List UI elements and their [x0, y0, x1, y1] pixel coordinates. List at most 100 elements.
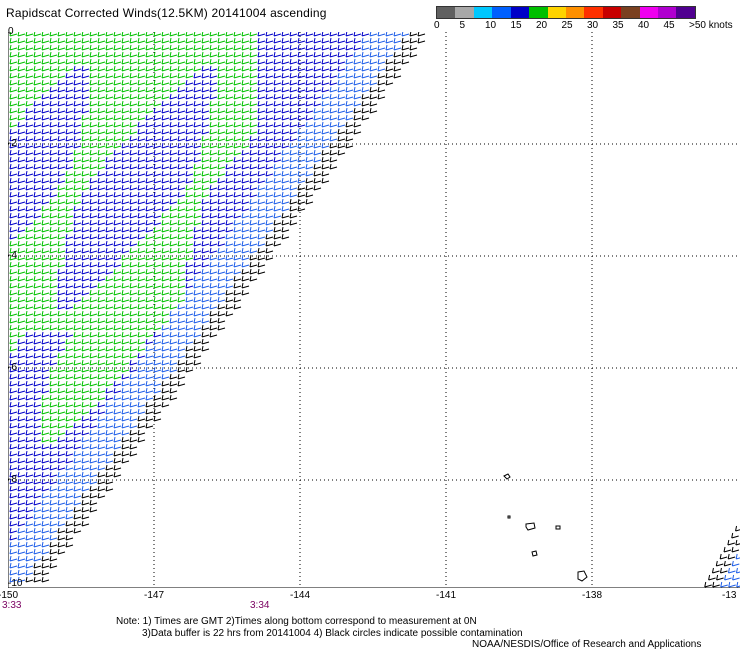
- wind-barb: [137, 429, 146, 436]
- wind-barb: [249, 142, 258, 149]
- wind-barb: [73, 359, 82, 366]
- wind-barb: [17, 240, 26, 247]
- wind-barb: [193, 72, 202, 79]
- wind-barb: [225, 156, 234, 163]
- wind-barb: [169, 268, 178, 275]
- wind-barb: [305, 170, 314, 177]
- wind-barb: [41, 555, 50, 562]
- wind-barb: [65, 226, 74, 233]
- wind-barb: [241, 254, 250, 261]
- wind-barb: [337, 79, 346, 86]
- wind-barb: [321, 65, 330, 72]
- wind-barb: [161, 72, 170, 79]
- wind-barb: [9, 338, 18, 345]
- wind-barb: [9, 142, 18, 149]
- wind-barb: [193, 128, 202, 135]
- wind-barb: [65, 72, 74, 79]
- wind-barb: [201, 65, 210, 72]
- wind-barb: [289, 107, 298, 114]
- wind-barb: [9, 226, 18, 233]
- wind-barb: [297, 93, 306, 100]
- wind-barb: [105, 233, 114, 240]
- wind-barb: [57, 268, 66, 275]
- wind-barb: [89, 268, 98, 275]
- colorbar-label: 15: [510, 20, 522, 31]
- wind-barb: [353, 58, 362, 65]
- wind-barb: [17, 65, 26, 72]
- wind-barb: [201, 247, 210, 254]
- wind-barb: [257, 128, 266, 135]
- wind-barb: [41, 198, 50, 205]
- wind-barb: [249, 51, 258, 58]
- wind-barb: [233, 177, 242, 184]
- wind-barb: [65, 100, 74, 107]
- wind-barb: [417, 37, 426, 44]
- wind-barb: [113, 37, 122, 44]
- wind-barb: [129, 128, 138, 135]
- wind-barb: [217, 100, 226, 107]
- wind-barb: [57, 37, 66, 44]
- wind-barb: [81, 93, 90, 100]
- wind-barb: [201, 191, 210, 198]
- wind-barb: [169, 51, 178, 58]
- wind-barb: [137, 254, 146, 261]
- wind-barb: [129, 86, 138, 93]
- wind-barb: [9, 492, 18, 499]
- wind-barb: [97, 366, 106, 373]
- wind-barb: [33, 107, 42, 114]
- wind-barb: [385, 58, 394, 65]
- wind-barb: [217, 184, 226, 191]
- wind-barb: [201, 219, 210, 226]
- wind-barb: [113, 331, 122, 338]
- wind-barb: [41, 338, 50, 345]
- wind-barb: [113, 450, 122, 457]
- wind-barb: [137, 247, 146, 254]
- wind-barb: [185, 114, 194, 121]
- wind-barb: [65, 114, 74, 121]
- wind-barb: [17, 324, 26, 331]
- wind-barb: [201, 177, 210, 184]
- wind-barb: [249, 170, 258, 177]
- wind-barb: [33, 156, 42, 163]
- wind-barb: [305, 51, 314, 58]
- wind-barb: [233, 156, 242, 163]
- wind-barb: [73, 450, 82, 457]
- wind-barb: [217, 324, 226, 331]
- wind-barb: [153, 212, 162, 219]
- wind-barb: [105, 457, 114, 464]
- wind-barb: [65, 422, 74, 429]
- wind-barb: [17, 191, 26, 198]
- wind-barb: [17, 373, 26, 380]
- wind-barb: [49, 310, 58, 317]
- wind-barb: [9, 415, 18, 422]
- wind-barb: [129, 177, 138, 184]
- wind-barb: [129, 331, 138, 338]
- wind-barb: [185, 219, 194, 226]
- wind-barb: [25, 541, 34, 548]
- wind-barb: [265, 212, 274, 219]
- wind-barb: [57, 65, 66, 72]
- wind-barb: [281, 156, 290, 163]
- wind-barb: [329, 163, 338, 170]
- colorbar-swatch: [455, 7, 474, 18]
- wind-barb: [49, 450, 58, 457]
- wind-barb: [313, 114, 322, 121]
- wind-barb: [201, 51, 210, 58]
- wind-barb: [17, 513, 26, 520]
- wind-barb: [345, 100, 354, 107]
- wind-barb: [177, 72, 186, 79]
- wind-barb: [169, 114, 178, 121]
- wind-barb: [81, 100, 90, 107]
- wind-barb: [81, 380, 90, 387]
- wind-barb: [145, 198, 154, 205]
- wind-barb: [723, 546, 732, 553]
- wind-barb: [313, 135, 322, 142]
- wind-barb: [97, 324, 106, 331]
- wind-barb: [735, 525, 740, 532]
- wind-barb: [89, 282, 98, 289]
- wind-barb: [25, 429, 34, 436]
- wind-barb: [281, 198, 290, 205]
- wind-barb: [17, 275, 26, 282]
- wind-barb: [73, 198, 82, 205]
- wind-barb: [225, 37, 234, 44]
